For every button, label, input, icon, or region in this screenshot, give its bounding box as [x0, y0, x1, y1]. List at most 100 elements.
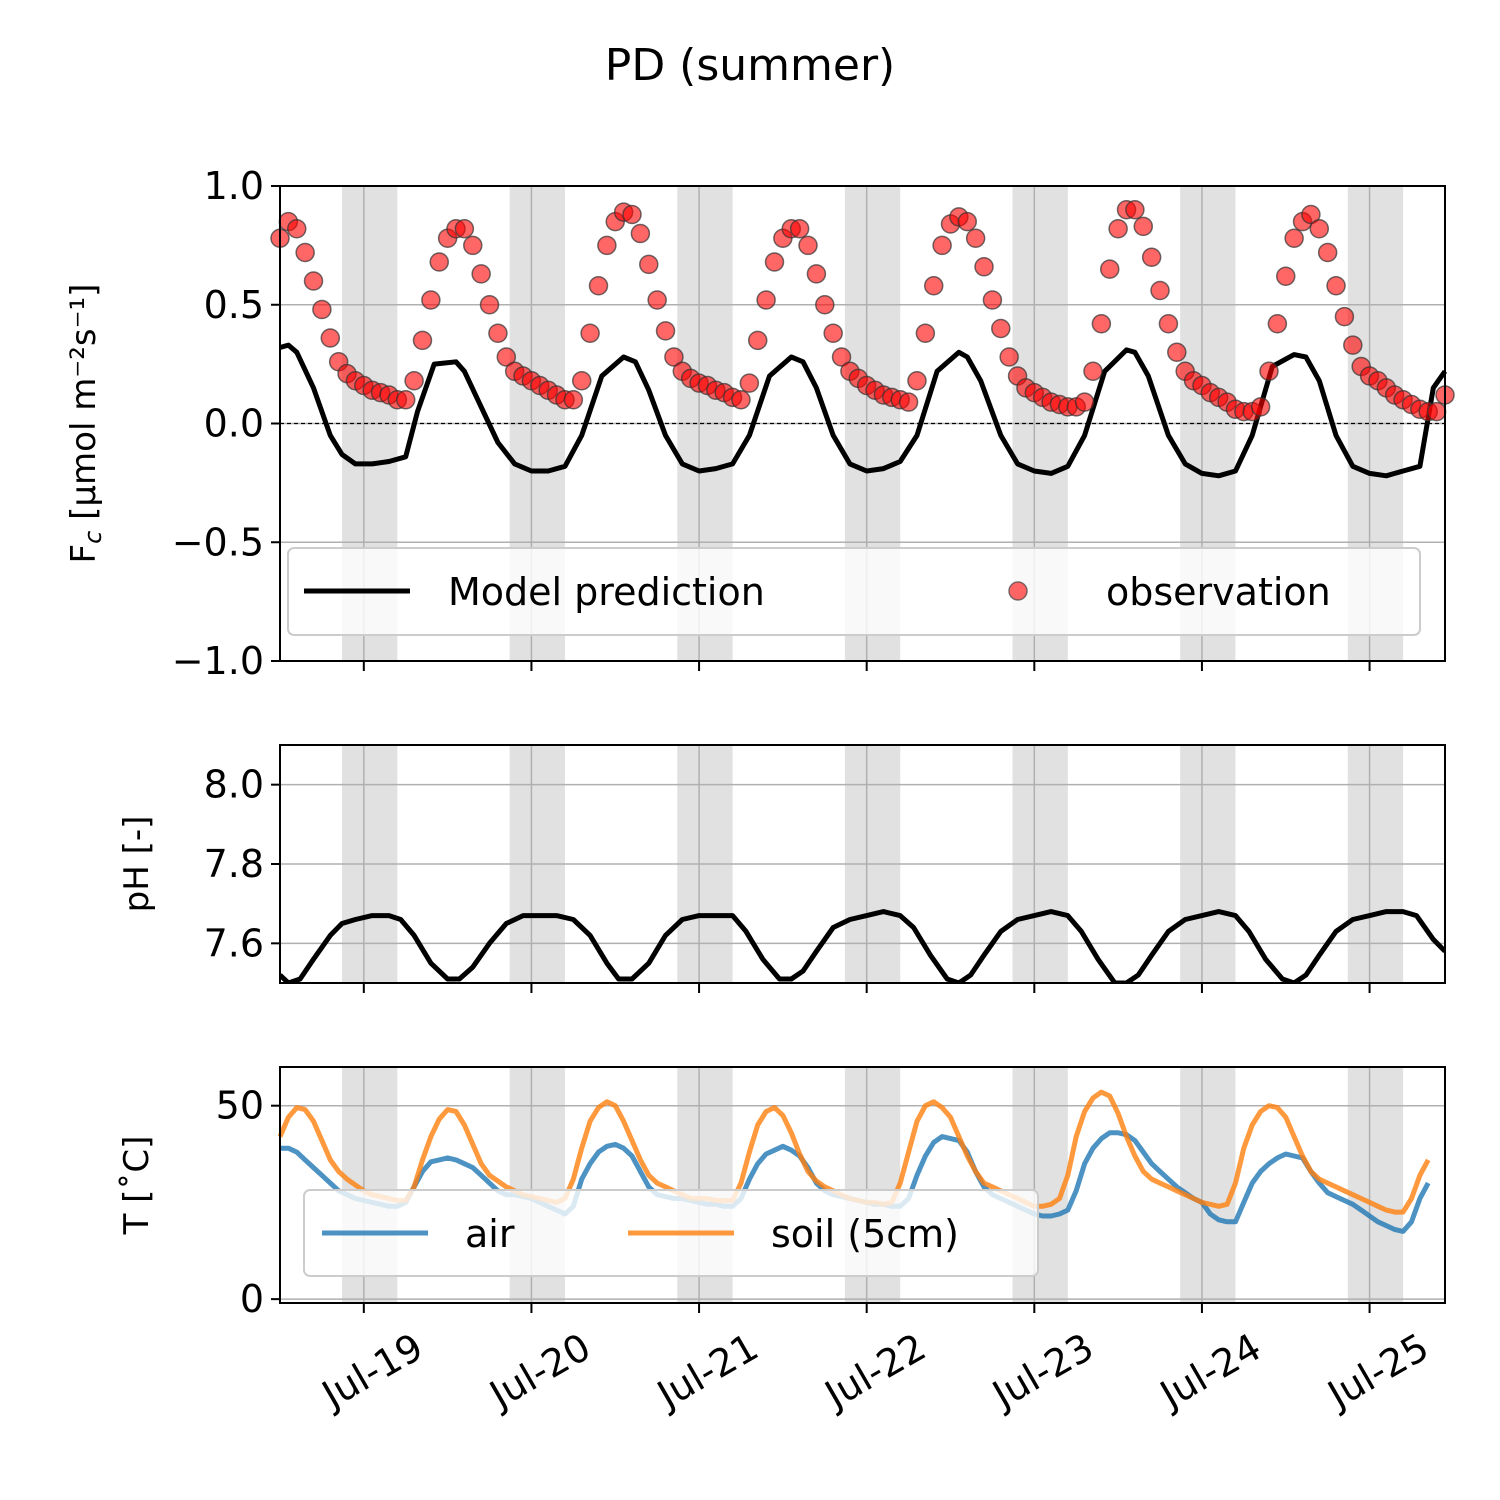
flux-y-tick-label: 0.5 — [204, 283, 264, 327]
observation-point — [580, 323, 600, 343]
observation-point — [1141, 247, 1162, 267]
observation-point — [1334, 306, 1355, 327]
observation-point — [815, 295, 835, 315]
observation-point — [1301, 204, 1321, 225]
ph-y-axis-label: pH [-] — [117, 816, 157, 913]
observation-point — [731, 390, 751, 410]
observation-point — [898, 392, 919, 412]
observation-point — [923, 276, 944, 296]
flux-legend: Model prediction observation — [287, 547, 1421, 636]
ph-y-tick-label: 7.6 — [204, 921, 264, 965]
ph-y-tick-label: 7.8 — [204, 842, 264, 886]
observation-point — [1426, 401, 1447, 422]
observation-point — [806, 264, 827, 284]
observation-point — [789, 219, 810, 239]
temp-night-band — [1180, 1067, 1236, 1303]
legend-air-label: air — [465, 1212, 515, 1256]
flux-y-tick-label: −0.5 — [172, 520, 264, 564]
ph-gridlines — [280, 745, 1445, 983]
observation-point — [991, 318, 1011, 339]
observation-point — [1326, 276, 1346, 296]
observation-point — [647, 290, 667, 310]
observation-point — [1259, 361, 1279, 381]
observation-point — [1317, 242, 1338, 263]
ph-axes-frame — [279, 744, 1446, 984]
observation-point — [1133, 216, 1154, 237]
observation-point — [630, 223, 651, 244]
flux-legend-box — [287, 547, 1421, 636]
observation-point — [1343, 335, 1363, 355]
temperature-x-ticks — [362, 1303, 1371, 1313]
ph-panel: 8.0 7.8 7.6 pH [-] — [117, 744, 1446, 993]
observation-point — [932, 235, 952, 256]
observation-point — [747, 330, 768, 351]
observation-point — [295, 242, 315, 263]
observation-point — [1276, 266, 1296, 286]
observation-point — [421, 290, 441, 310]
flux-panel: 1.0 0.5 0.0 −0.5 −1.0 Fc [μmol m⁻²s⁻¹] Model… — [64, 164, 1455, 683]
observation-point — [563, 390, 584, 410]
flux-axes-frame — [279, 185, 1446, 662]
observation-point — [764, 252, 785, 272]
observation-point — [412, 330, 433, 351]
observation-point — [957, 211, 978, 232]
temperature-axes-frame — [279, 1066, 1446, 1304]
observation-point — [1284, 228, 1304, 248]
observation-point — [756, 290, 776, 310]
observation-point — [463, 235, 483, 256]
temp-y-tick-label: 0 — [240, 1277, 264, 1321]
observation-point — [488, 323, 508, 343]
legend-observation-swatch — [1008, 581, 1028, 601]
flux-x-ticks — [362, 661, 1371, 671]
observation-point — [320, 328, 341, 348]
observation-point — [471, 264, 491, 284]
observation-point — [1167, 342, 1187, 362]
observation-point — [1125, 200, 1145, 220]
temperature-y-ticks: 50 0 — [216, 1084, 280, 1321]
legend-observation-label: observation — [1106, 570, 1331, 614]
observation-point — [479, 295, 500, 315]
flux-y-axis-label: Fc [μmol m⁻²s⁻¹] — [64, 284, 107, 564]
observation-point — [1309, 219, 1330, 239]
ph-y-tick-label: 8.0 — [204, 763, 264, 807]
observation-point — [404, 371, 424, 391]
observation-point — [1099, 259, 1120, 279]
observation-point — [1074, 392, 1095, 412]
model-prediction-line — [279, 342, 1448, 479]
observation-point — [798, 235, 818, 256]
observation-point — [496, 347, 517, 367]
observation-point — [1267, 314, 1288, 334]
temperature-legend: air soil (5cm) — [303, 1189, 1039, 1277]
flux-y-ticks: 1.0 0.5 0.0 −0.5 −1.0 — [172, 164, 280, 683]
observation-point — [982, 290, 1003, 310]
observation-point — [1083, 361, 1103, 381]
flux-y-tick-label: 0.0 — [204, 402, 264, 446]
observation-point — [639, 254, 659, 275]
observation-point — [395, 390, 416, 410]
observation-point — [907, 371, 927, 391]
temperature-y-axis-label: T [˚C] — [117, 1136, 157, 1236]
observation-point — [1250, 397, 1271, 417]
observation-point — [974, 257, 994, 277]
temp-night-band — [1347, 1067, 1404, 1303]
observation-point — [588, 276, 609, 296]
observation-point — [287, 219, 307, 239]
observation-points — [270, 200, 1455, 422]
observation-point — [312, 299, 332, 320]
observation-point — [831, 347, 852, 367]
temperature-panel: 50 0 T [˚C] air soil (5cm) — [117, 1066, 1446, 1321]
figure-title: PD (summer) — [605, 40, 895, 91]
observation-point — [655, 321, 676, 341]
observation-point — [664, 347, 684, 367]
ph-y-ticks: 8.0 7.8 7.6 — [204, 763, 280, 965]
observation-point — [823, 323, 843, 343]
observation-point — [739, 373, 760, 393]
observation-point — [965, 228, 986, 248]
observation-point — [454, 219, 475, 239]
legend-model-label: Model prediction — [448, 570, 765, 614]
ph-line — [280, 909, 1445, 983]
observation-point — [1091, 314, 1112, 334]
observation-point — [622, 204, 642, 225]
observation-point — [1108, 219, 1128, 239]
